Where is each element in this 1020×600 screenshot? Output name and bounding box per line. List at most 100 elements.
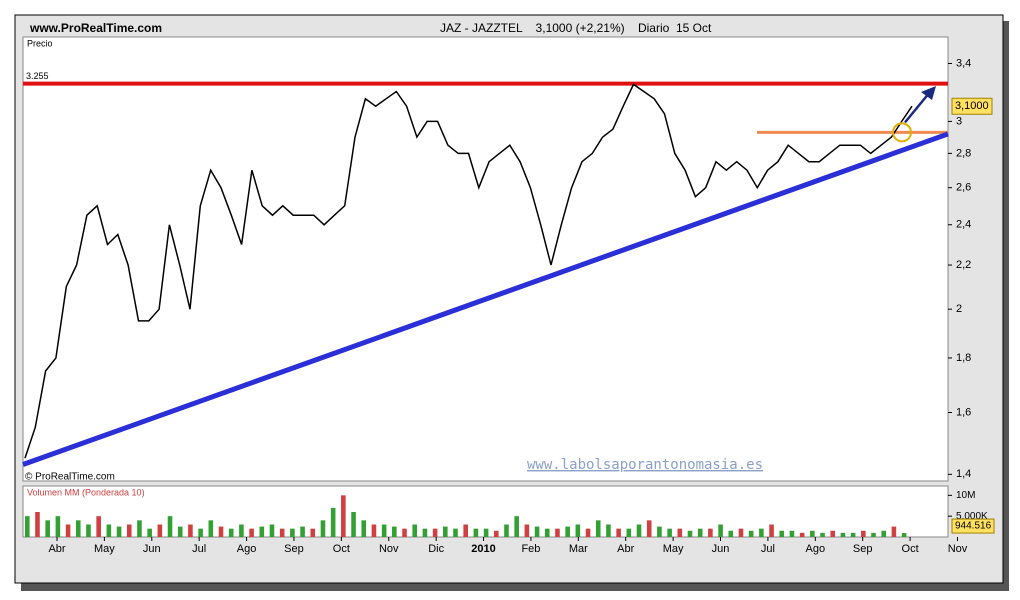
last-volume-label: 944.516	[955, 521, 992, 532]
last-price-box	[951, 97, 993, 115]
x-tick-label: May	[94, 543, 115, 555]
volume-bar	[769, 524, 774, 537]
volume-bar	[402, 528, 407, 537]
volume-bar	[443, 526, 448, 537]
source: www.ProRealTime.com	[29, 21, 162, 35]
volume-bar	[738, 528, 744, 537]
volume-bar	[830, 530, 836, 537]
volume-bar	[759, 528, 764, 537]
volume-bar	[249, 528, 254, 537]
x-tick-label: Jul	[192, 543, 206, 555]
volume-bar	[55, 516, 61, 537]
volume-bar	[646, 520, 652, 537]
volume-bar	[453, 528, 458, 537]
y-tick-label: 1,6	[956, 406, 971, 418]
volume-bar	[279, 528, 285, 537]
volume-bar	[392, 526, 397, 537]
volume-bar	[667, 528, 672, 537]
x-tick-label: Sep	[284, 543, 304, 555]
x-tick-label: Feb	[521, 543, 540, 555]
volume-title: Volumen MM (Ponderada 10)	[27, 487, 145, 497]
volume-bar	[65, 524, 71, 537]
volume-bar	[483, 528, 489, 537]
x-tick-label: Mar	[569, 543, 588, 555]
x-tick-label: Jul	[761, 543, 775, 555]
volume-bar	[891, 526, 897, 537]
volume-bar	[728, 530, 734, 537]
volume-bar	[208, 520, 214, 537]
x-tick-label: Jun	[143, 543, 161, 555]
volume-bar	[565, 526, 570, 537]
volume-bar	[330, 507, 336, 537]
copyright: © ProRealTime.com	[25, 472, 115, 483]
volume-bar	[198, 528, 203, 537]
volume-bar	[96, 516, 101, 537]
volume-bar	[544, 528, 550, 537]
volume-bar	[524, 524, 530, 537]
volume-bar	[351, 512, 356, 537]
price-line	[24, 83, 913, 459]
y-tick-label: 2,2	[956, 259, 971, 271]
resistance-label: 3.255	[26, 71, 49, 81]
volume-bar	[137, 520, 142, 537]
volume-bar	[320, 520, 326, 537]
volume-bar	[606, 524, 611, 537]
arrow-head	[921, 86, 936, 100]
volume-bar	[269, 524, 275, 537]
x-tick-label: Oct	[333, 543, 350, 555]
y-tick-label: 3	[956, 115, 962, 127]
x-tick-label: Abr	[48, 543, 65, 555]
y-tick-label: 2,8	[956, 147, 971, 159]
y-tick-label: 2,4	[956, 219, 971, 231]
volume-bar	[718, 524, 723, 537]
x-tick-label: Ago	[806, 543, 826, 555]
x-tick-label: 2010	[471, 543, 495, 555]
y-tick-label: 2,6	[956, 182, 971, 194]
volume-bar	[290, 528, 295, 537]
volume-bar	[514, 516, 519, 537]
volume-y-tick-label: 10M	[956, 490, 975, 501]
volume-bar	[463, 524, 468, 537]
volume-bar	[493, 530, 499, 537]
volume-bar	[25, 516, 30, 537]
volume-bar	[595, 520, 601, 537]
volume-bar	[300, 526, 305, 537]
y-label: Precio	[27, 38, 53, 48]
volume-bar	[789, 530, 795, 537]
volume-bar	[799, 532, 805, 537]
y-tick-label: 1,4	[956, 468, 971, 480]
volume-bar	[687, 530, 693, 537]
volume-bar	[850, 532, 856, 537]
volume-bar	[381, 524, 387, 537]
volume-bar	[840, 532, 846, 537]
volume-panel	[22, 485, 949, 538]
volume-bar	[881, 530, 887, 537]
volume-bar	[534, 526, 540, 537]
volume-bar	[657, 526, 662, 537]
volume-bar	[259, 526, 265, 537]
x-tick-label: Dic	[428, 543, 444, 555]
volume-bar	[422, 528, 428, 537]
x-tick-label: Sep	[853, 543, 873, 555]
x-tick-label: Jun	[712, 543, 730, 555]
volume-bar	[708, 528, 713, 537]
volume-bar	[75, 520, 81, 537]
volume-bar	[820, 532, 825, 537]
support-line	[22, 131, 949, 467]
volume-bar	[371, 524, 377, 537]
volume-bar	[106, 524, 112, 537]
volume-bar	[697, 528, 703, 537]
volume-bar	[779, 530, 785, 537]
volume-bar	[575, 524, 581, 537]
volume-bar	[35, 512, 40, 537]
volume-bar	[228, 528, 234, 537]
x-tick-label: May	[663, 543, 684, 555]
last-volume-box	[951, 518, 995, 534]
x-tick-label: Nov	[948, 543, 968, 555]
volume-y-tick-label: 5.000K	[956, 511, 988, 522]
volume-bar	[626, 528, 632, 537]
volume-bar	[861, 530, 866, 537]
volume-bar	[585, 528, 591, 537]
volume-bar	[45, 520, 50, 537]
